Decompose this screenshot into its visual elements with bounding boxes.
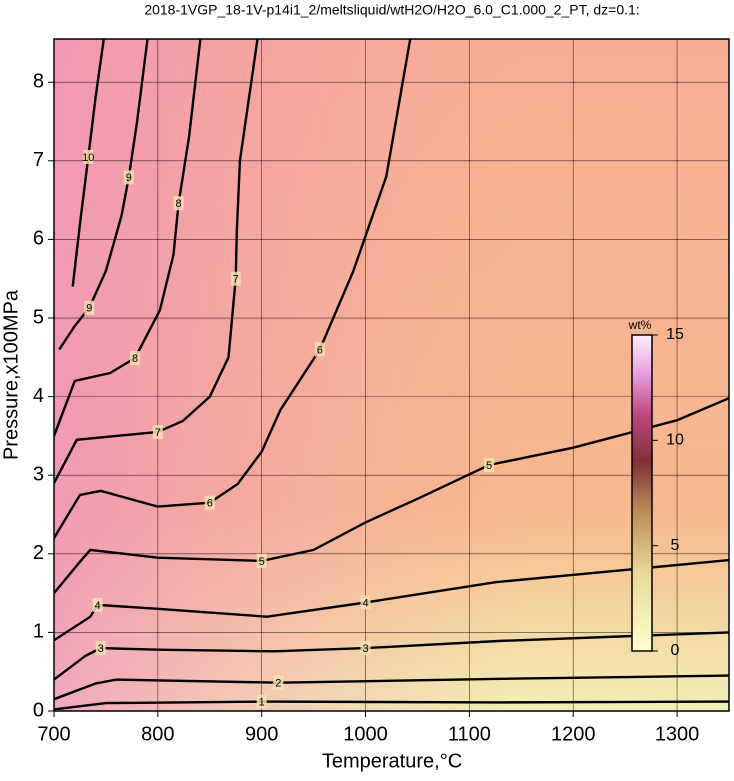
y-tick-label: 4 <box>33 385 44 407</box>
contour-label-bg <box>256 553 267 568</box>
contour-label: 8 <box>132 353 138 365</box>
x-tick-label: 1000 <box>343 723 388 745</box>
chart-title: 2018-1VGP_18-1V-p14i1_2/meltsliquid/wtH2… <box>144 2 639 18</box>
contour-label: 5 <box>259 556 265 568</box>
contour-label: 2 <box>275 678 281 690</box>
colorbar-tick-label: 0 <box>671 642 680 659</box>
contour-label-bg <box>230 271 241 286</box>
contour-label-bg <box>84 300 95 315</box>
x-tick-label: 900 <box>245 723 278 745</box>
contour-label-bg <box>173 196 184 211</box>
contour-label-bg <box>484 457 495 472</box>
contour-label-bg <box>360 595 371 610</box>
contour-line <box>54 39 202 437</box>
contour-label-bg <box>273 675 284 690</box>
contour-label: 3 <box>98 643 104 655</box>
contour-label: 6 <box>317 344 323 356</box>
contour-line <box>54 674 729 701</box>
y-tick-label: 3 <box>33 463 44 485</box>
y-tick-label: 5 <box>33 306 44 328</box>
contour-label-bg <box>314 342 325 357</box>
x-tick-label: 800 <box>141 723 174 745</box>
x-tick-label: 700 <box>37 723 70 745</box>
y-tick-label: 1 <box>33 621 44 643</box>
y-tick-label: 7 <box>33 149 44 171</box>
colorbar-tick-label: 10 <box>666 432 684 449</box>
contour-label-bg <box>152 424 163 439</box>
contour-label: 5 <box>486 460 492 472</box>
x-tick-label: 1100 <box>448 723 491 745</box>
contour-line <box>54 397 729 594</box>
contour-label: 7 <box>233 274 239 286</box>
colorbar <box>631 334 653 652</box>
x-tick-label: 1200 <box>551 723 596 745</box>
y-axis-label: Pressure,x100MPa <box>0 289 22 460</box>
contour-line <box>54 558 729 642</box>
contour-label: 6 <box>207 498 213 510</box>
contour-label-bg <box>92 597 103 612</box>
contour-label: 9 <box>126 172 132 184</box>
contour-line <box>54 39 259 484</box>
contour-label-bg <box>204 495 215 510</box>
colorbar-tick-label: 5 <box>671 537 680 554</box>
y-tick-label: 0 <box>33 699 44 721</box>
contour-label-bg <box>130 351 140 366</box>
contour-label: 8 <box>176 198 182 210</box>
x-tick-label: 1300 <box>655 723 700 745</box>
contour-label: 7 <box>155 427 161 439</box>
contour-label: 3 <box>362 643 368 655</box>
contour-line <box>58 39 149 351</box>
contour-label: 9 <box>86 303 92 315</box>
contour-label-bg <box>256 694 267 709</box>
colorbar-label: wt% <box>628 318 652 332</box>
contour-label-bg <box>83 149 94 164</box>
contour-line <box>54 631 729 681</box>
contour-label-bg <box>95 641 106 656</box>
plot-frame <box>53 38 730 712</box>
contour-label-bg <box>360 641 371 656</box>
contour-label: 10 <box>82 152 94 164</box>
contour-label: 1 <box>259 696 265 708</box>
contour-label: 4 <box>362 597 368 609</box>
contour-label-bg <box>123 170 134 185</box>
y-tick-label: 8 <box>33 71 44 93</box>
contour-line <box>54 39 412 539</box>
contours: 12 3 3 4 4 5 5 6 6 7 7 8 8 9 9 10 <box>54 39 729 711</box>
contour-label: 4 <box>95 600 101 612</box>
y-tick-label: 2 <box>33 542 44 564</box>
colorbar-tick-label: 15 <box>666 326 684 343</box>
x-axis-label: Temperature,°C <box>322 750 462 772</box>
y-tick-label: 6 <box>33 228 44 250</box>
